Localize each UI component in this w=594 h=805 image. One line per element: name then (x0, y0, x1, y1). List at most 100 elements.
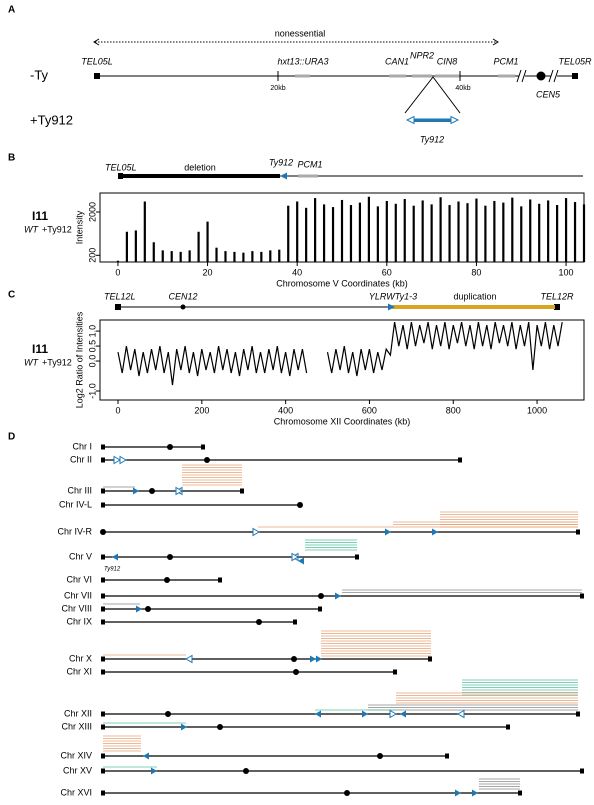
centromere (256, 619, 262, 625)
centromere (164, 577, 170, 583)
y-tick-label: 200 (87, 248, 97, 263)
telomere (101, 619, 105, 625)
telomere (240, 488, 244, 494)
ltr (457, 709, 465, 719)
gene-label: NPR2 (410, 50, 434, 60)
y-tick-label: -1.0 (87, 383, 97, 399)
gene-label: TEL05L (81, 56, 113, 66)
gene-label: hxt13::URA3 (277, 56, 328, 66)
ltr (119, 455, 127, 465)
break (551, 71, 557, 81)
telomere (201, 444, 205, 450)
chromosome-label: Chr VII (64, 590, 92, 600)
ltr (385, 528, 391, 536)
ltr (298, 557, 304, 565)
chromosome-label: Chr XII (64, 708, 92, 718)
arrow-heads (93, 38, 499, 46)
ltr (335, 592, 341, 600)
centromere (297, 502, 303, 508)
y-tick-label: 2000 (87, 202, 97, 222)
panel-label: A (8, 5, 15, 16)
map-label: Ty912 (269, 157, 293, 167)
centromere (204, 457, 210, 463)
map-label: TEL12L (104, 291, 136, 301)
map-label: PCM1 (297, 159, 322, 169)
gene-label: CAN1 (385, 56, 409, 66)
telomere (94, 73, 100, 79)
x-axis-label: Chromosome V Coordinates (kb) (276, 278, 408, 288)
gene (298, 174, 318, 178)
deletion-bar (120, 174, 280, 178)
telomere (293, 619, 297, 625)
chromosome-label: Chr VIII (61, 603, 92, 613)
chromosome-label: Chr I (72, 441, 92, 451)
telomere (101, 502, 105, 508)
ltr (151, 767, 157, 775)
ltr (181, 723, 187, 731)
chromosome-label: Chr IV-L (59, 499, 92, 509)
chromosome-label: Chr XI (66, 666, 92, 676)
centromere (180, 304, 186, 310)
ltr (432, 528, 438, 536)
map-label: duplication (453, 291, 496, 301)
map-label: TEL12R (540, 291, 574, 301)
ltr (400, 710, 406, 718)
ltr (112, 553, 118, 561)
telomere (101, 554, 105, 560)
telomere (218, 577, 222, 583)
ltr (389, 709, 397, 719)
strain-label: WT (24, 224, 39, 234)
telomere (576, 711, 580, 717)
ltr (133, 487, 139, 495)
centromere (293, 669, 299, 675)
centromere (344, 790, 350, 796)
x-tick-label: 60 (382, 267, 392, 277)
plot-frame (99, 319, 585, 401)
telomere (458, 457, 462, 463)
ltr (362, 710, 368, 718)
centromere (167, 554, 173, 560)
x-tick-label: 1000 (527, 405, 547, 415)
chromosome-label: Chr III (67, 485, 92, 495)
gene-label: CIN8 (437, 56, 458, 66)
telomere (355, 554, 359, 560)
telomere (101, 444, 105, 450)
centromere (536, 71, 546, 81)
chromosome-label: Chr II (70, 454, 92, 464)
chromosome-label: Chr IX (66, 616, 92, 626)
telomere (101, 768, 105, 774)
break-marks (516, 69, 559, 83)
x-tick-label: 0 (116, 405, 121, 415)
ltr (113, 455, 121, 465)
centromere-label: CEN5 (536, 89, 561, 99)
panel-label: D (8, 432, 15, 443)
span-label: nonessential (275, 28, 326, 38)
telomere (101, 457, 105, 463)
telomere (115, 304, 121, 310)
scale-label: 20kb (270, 85, 285, 92)
telomere (101, 753, 105, 759)
ltr (185, 654, 193, 664)
telomere (580, 768, 584, 774)
centromere (243, 768, 249, 774)
centromere (100, 529, 106, 535)
y-tick-label: 0.5 (87, 340, 97, 353)
telomere (101, 577, 105, 583)
x-tick-label: 0 (115, 267, 120, 277)
telomere (428, 656, 432, 662)
strain-label: +Ty912 (42, 357, 72, 367)
ltr (455, 789, 461, 797)
x-tick-label: 400 (278, 405, 293, 415)
centromere (149, 488, 155, 494)
chromosome-label: Chr VI (66, 574, 92, 584)
x-tick-label: 20 (203, 267, 213, 277)
ltr (252, 527, 260, 537)
telomere (101, 711, 105, 717)
chromosome-label: Chr X (69, 653, 92, 663)
centromere (291, 656, 297, 662)
panel-label: B (8, 153, 15, 164)
map-label: TEL05L (105, 162, 137, 172)
chromosome-label: Chr V (69, 551, 92, 561)
gene-label: TEL05R (558, 56, 592, 66)
